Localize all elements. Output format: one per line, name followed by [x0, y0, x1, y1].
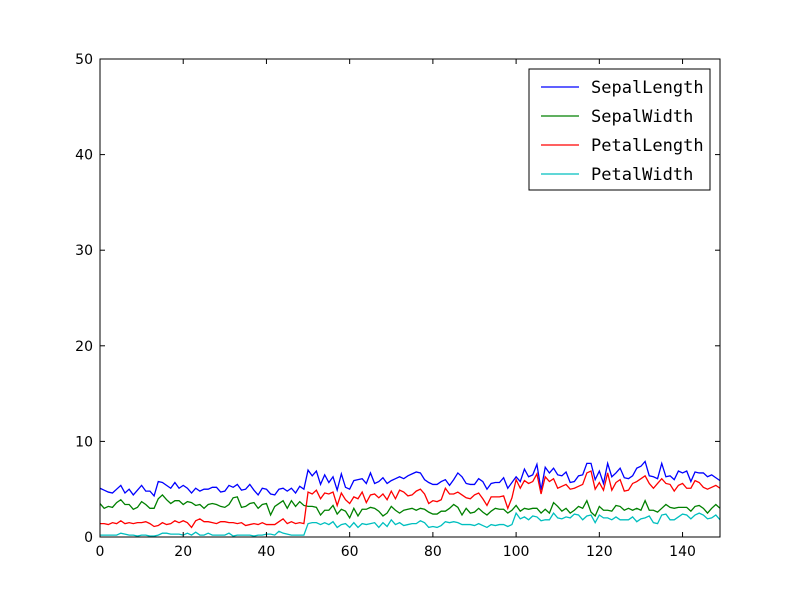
y-tick-label: 50 — [75, 52, 93, 68]
plot-frame — [99, 58, 721, 538]
x-tick-label: 40 — [258, 544, 276, 560]
series-line-sepallength — [99, 460, 721, 498]
legend-label: SepalLength — [591, 78, 704, 98]
y-tick-label: 10 — [75, 434, 93, 450]
x-tick-label: 20 — [174, 544, 192, 560]
y-tick-label: 30 — [75, 243, 93, 259]
legend-label: PetalWidth — [591, 165, 693, 185]
series-line-sepalwidth — [99, 494, 721, 520]
legend-label: PetalLength — [591, 136, 704, 156]
x-axis: 0 20 40 60 80 100 120 140 — [96, 59, 696, 560]
y-axis: 0 10 20 30 40 50 — [75, 52, 720, 546]
x-tick-label: 80 — [424, 544, 442, 560]
x-tick-label: 120 — [586, 544, 613, 560]
x-tick-label: 0 — [96, 544, 105, 560]
y-tick-label: 40 — [75, 148, 93, 164]
x-tick-label: 140 — [669, 544, 696, 560]
series-line-petalwidth — [100, 511, 721, 537]
x-tick-label: 100 — [503, 544, 530, 560]
legend: SepalLength SepalWidth PetalLength PetalWid… — [528, 68, 711, 191]
legend-box — [528, 68, 711, 191]
y-tick-label: 0 — [84, 530, 93, 546]
legend-label: SepalWidth — [591, 107, 693, 127]
series-line-petallength — [100, 470, 721, 529]
series-layer — [99, 460, 721, 537]
x-tick-label: 60 — [341, 544, 359, 560]
y-tick-label: 20 — [75, 339, 93, 355]
